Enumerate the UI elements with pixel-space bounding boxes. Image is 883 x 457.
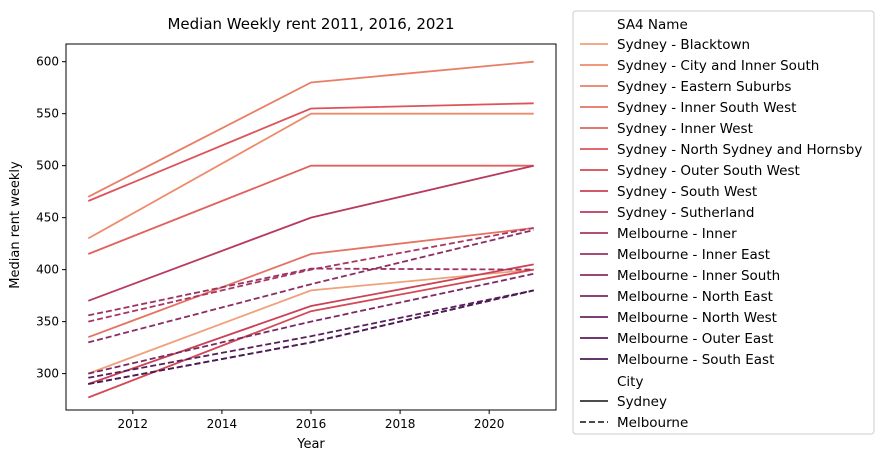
- series-line-12: [88, 272, 534, 375]
- series-line-11: [88, 229, 534, 344]
- series-line-0: [87, 268, 534, 375]
- series-line-14: [88, 289, 534, 379]
- legend-frame: [572, 10, 875, 435]
- x-tick-label: 2012: [118, 417, 149, 431]
- y-tick-label: 550: [36, 107, 59, 121]
- x-tick-label: 2016: [296, 417, 327, 431]
- legend-entry-label: Sydney - South West: [617, 184, 757, 200]
- legend-entry-label: Melbourne - Inner South: [617, 268, 780, 284]
- y-tick-label: 350: [36, 315, 59, 329]
- legend-style-entries: Sydney Melbourne: [580, 394, 688, 431]
- y-tick-label: 400: [36, 263, 59, 277]
- series-line-4: [87, 164, 534, 255]
- legend-style-label: Melbourne: [617, 415, 688, 431]
- legend-entry-label: Sydney - Inner South West: [617, 100, 796, 116]
- y-axis-label: Median rent weekly: [8, 161, 23, 289]
- y-tick-label: 500: [36, 159, 59, 173]
- series-line-9: [88, 227, 534, 323]
- x-tick-label: 2020: [474, 417, 505, 431]
- y-axis-ticks: 300 350 400 450 500 550 600: [36, 55, 66, 381]
- x-tick-label: 2018: [385, 417, 416, 431]
- series-line-5: [87, 102, 534, 202]
- legend-entry-label: Melbourne - Outer East: [617, 331, 773, 347]
- legend-entry-label: Sydney - Blacktown: [617, 37, 750, 53]
- legend-entry-label: Melbourne - Inner East: [617, 247, 770, 263]
- x-axis-label: Year: [296, 437, 325, 452]
- y-tick-label: 600: [36, 55, 59, 69]
- legend-entry-label: Melbourne - South East: [617, 352, 774, 368]
- series-line-6: [87, 268, 534, 399]
- series-line-3: [87, 227, 534, 339]
- series-line-10: [88, 267, 534, 317]
- legend-entry-label: Sydney - Outer South West: [617, 163, 800, 179]
- legend-entry-label: Melbourne - Inner: [617, 226, 737, 242]
- y-tick-label: 300: [36, 367, 59, 381]
- legend-entry-label: Sydney - Sutherland: [617, 205, 754, 221]
- x-axis-ticks: 2012 2014 2016 2018 2020: [118, 410, 505, 431]
- series-line-13: [88, 289, 534, 385]
- legend-entry-label: Sydney - City and Inner South: [617, 58, 819, 74]
- legend-series-entries: Sydney - Blacktown Sydney - City and Inne…: [580, 37, 862, 368]
- legend-style-label: Sydney: [617, 394, 667, 410]
- series-line-7: [88, 263, 534, 385]
- plot-lines: [87, 60, 534, 399]
- legend-entry-label: Melbourne - North East: [617, 289, 773, 305]
- legend-entry-label: Sydney - North Sydney and Hornsby: [617, 142, 862, 158]
- series-line-2: [87, 60, 534, 198]
- series-line-1: [87, 112, 534, 240]
- legend-entry-label: Sydney - Inner West: [617, 121, 753, 137]
- legend-entry-label: Melbourne - North West: [617, 310, 777, 326]
- series-line-8: [87, 164, 534, 302]
- legend-style-title: City: [617, 374, 643, 390]
- series-line-15: [88, 289, 534, 385]
- x-tick-label: 2014: [207, 417, 238, 431]
- legend-entry-label: Sydney - Eastern Suburbs: [617, 79, 791, 95]
- chart-title: Median Weekly rent 2011, 2016, 2021: [167, 15, 454, 33]
- legend: SA4 Name Sydney - Blacktown Sydney - City…: [572, 10, 875, 435]
- legend-hue-title: SA4 Name: [617, 17, 688, 33]
- y-tick-label: 450: [36, 211, 59, 225]
